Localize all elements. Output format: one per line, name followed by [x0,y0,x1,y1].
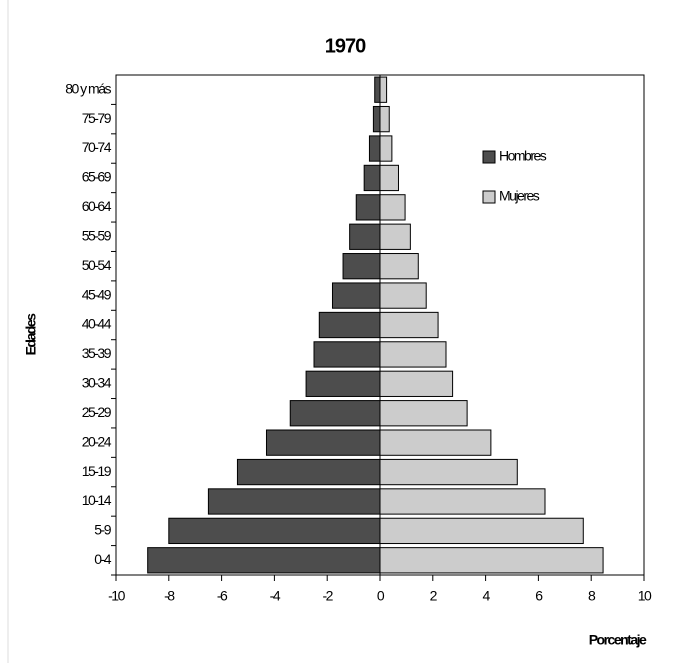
y-tick-label: 0-4 [94,551,111,567]
bar [355,194,381,221]
bar [379,429,492,456]
y-tick-label: 65-69 [82,169,112,185]
bar [379,105,390,133]
legend-swatch [482,190,496,204]
bar [305,370,381,397]
bar [363,164,381,192]
bar [379,547,604,574]
legend-label: Mujeres [499,188,540,204]
y-tick-label: 50-54 [82,257,112,273]
bar [318,311,381,339]
x-tick-label: 10 [638,588,652,604]
x-tick-label: -4 [270,588,281,604]
bar [331,282,381,309]
y-tick-label: 5-9 [94,522,111,538]
bar [168,517,381,545]
bar [368,135,381,162]
bar [379,488,546,515]
x-tick-label: 2 [430,588,438,604]
bar [379,76,388,103]
bar [265,429,381,456]
bar [379,164,399,192]
y-tick-label: 10-14 [82,492,112,508]
y-tick-label: 75-79 [82,110,112,126]
bar [379,194,406,221]
x-tick-label: 8 [588,588,596,604]
y-tick-label: 55-59 [82,227,112,243]
bar [207,488,381,515]
bar [379,458,518,486]
y-tick-label: 40-44 [82,316,112,332]
y-tick-label: 25-29 [82,404,112,420]
x-tick-label: -6 [217,588,228,604]
legend-label: Hombres [499,148,547,164]
bar [379,400,468,427]
x-tick-label: 6 [535,588,543,604]
bar [379,370,454,397]
chart-title: 1970 [325,35,366,57]
legend-swatch [482,150,496,164]
bar [372,105,381,133]
y-tick-label: 20-24 [82,433,112,449]
y-tick-label: 80 y más [65,80,111,96]
x-tick-label: 0 [377,588,385,604]
bar [379,223,411,250]
bar [379,311,439,339]
bar [289,400,381,427]
y-tick-label: 45-49 [82,286,112,302]
x-tick-label: 4 [482,588,490,604]
x-axis-label: Porcentaje [589,632,647,648]
y-tick-label: 60-64 [82,198,112,214]
bar [147,547,381,574]
y-tick-label: 35-39 [82,345,112,361]
bar [313,341,381,368]
bar [379,253,419,280]
bar [342,253,381,280]
bar [379,282,427,309]
bar [349,223,381,250]
y-tick-label: 70-74 [82,139,112,155]
bar [379,135,393,162]
y-tick-label: 30-34 [82,375,112,391]
x-tick-label: -8 [164,588,175,604]
bar [379,517,584,545]
bar [236,458,381,486]
x-tick-label: -10 [108,588,125,604]
bar [379,341,447,368]
x-tick-label: -2 [322,588,333,604]
y-tick-label: 15-19 [82,463,112,479]
y-axis-label: Edades [23,313,39,356]
bar [374,76,381,103]
